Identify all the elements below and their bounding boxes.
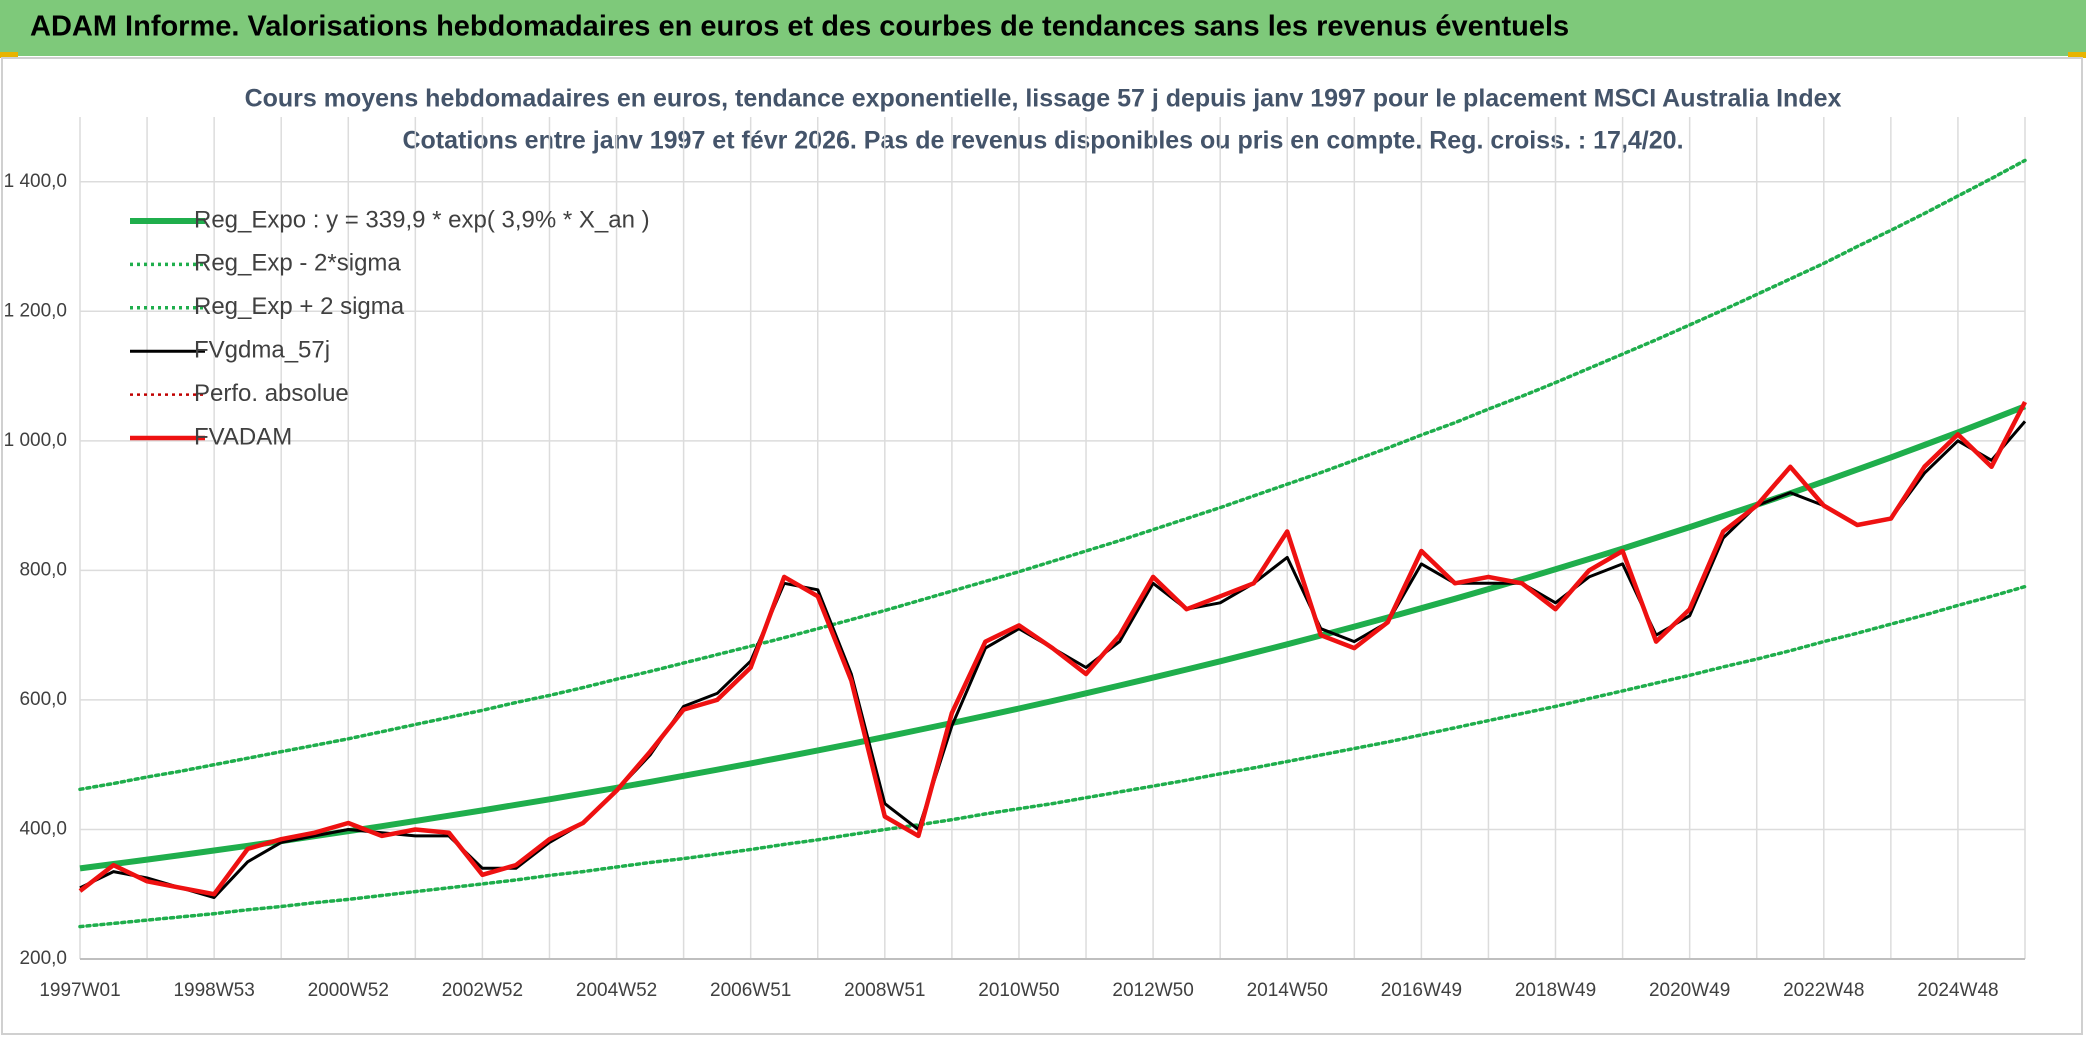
- corner-mark: [2068, 52, 2086, 58]
- legend-label: Reg_Exp - 2*sigma: [194, 250, 401, 277]
- x-tick-label: 2014W50: [1247, 980, 1328, 1001]
- y-tick-label: 1 400,0: [4, 171, 67, 192]
- legend-label: FVgdma_57j: [194, 337, 330, 364]
- series-line: [78, 400, 2027, 897]
- series-line: [78, 158, 2027, 792]
- y-tick-label: 200,0: [19, 948, 67, 969]
- x-tick-label: 2006W51: [710, 980, 791, 1001]
- x-tick-label: 2010W50: [978, 980, 1059, 1001]
- header-title: ADAM Informe. Valorisations hebdomadaire…: [30, 11, 1569, 43]
- x-tick-label: 2016W49: [1381, 980, 1462, 1001]
- x-tick-label: 2000W52: [308, 980, 389, 1001]
- x-tick-label: 2012W50: [1112, 980, 1193, 1001]
- legend-label: Reg_Exp + 2 sigma: [194, 293, 405, 320]
- x-tick-label: 1998W53: [173, 980, 254, 1001]
- x-tick-label: 2002W52: [442, 980, 523, 1001]
- x-tick-label: 2004W52: [576, 980, 657, 1001]
- x-tick-label: 1997W01: [39, 980, 120, 1001]
- legend-label: Reg_Expo : y = 339,9 * exp( 3,9% * X_an …: [194, 206, 650, 233]
- x-tick-label: 2008W51: [844, 980, 925, 1001]
- x-tick-label: 2022W48: [1783, 980, 1864, 1001]
- x-tick-label: 2024W48: [1917, 980, 1998, 1001]
- chart-title: Cours moyens hebdomadaires en euros, ten…: [245, 85, 1842, 113]
- legend-label: Perfo. absolue: [194, 380, 349, 407]
- chart-frame: [1, 57, 2083, 1035]
- y-tick-label: 400,0: [19, 818, 67, 839]
- x-tick-label: 2018W49: [1515, 980, 1596, 1001]
- legend-label: FVADAM: [194, 423, 292, 450]
- y-tick-label: 1 200,0: [4, 300, 67, 321]
- plot: [78, 158, 2027, 929]
- y-tick-label: 600,0: [19, 689, 67, 710]
- series-line: [79, 403, 2027, 872]
- chart-subtitle: Cotations entre janv 1997 et févr 2026. …: [402, 127, 1683, 155]
- series-line: [78, 584, 2027, 929]
- y-tick-label: 800,0: [19, 559, 67, 580]
- corner-mark: [0, 52, 18, 58]
- x-tick-label: 2020W49: [1649, 980, 1730, 1001]
- grid: 200,0 400,0 600,0 800,0 1 000,0 1 200,0 1 400,…: [4, 117, 2026, 1001]
- header-bar: [0, 0, 2086, 56]
- y-tick-label: 1 000,0: [4, 430, 67, 451]
- legend: Reg_Expo : y = 339,9 * exp( 3,9% * X_an …: [130, 206, 650, 450]
